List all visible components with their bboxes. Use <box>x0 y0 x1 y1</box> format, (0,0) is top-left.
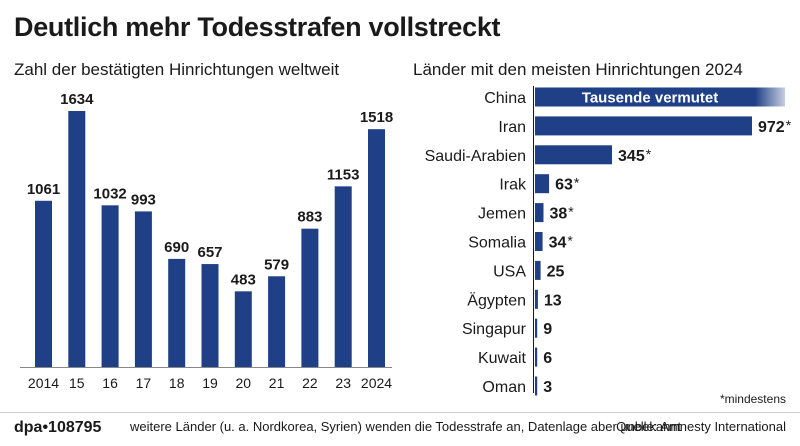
country-label: Oman <box>482 379 526 396</box>
country-label: Saudi-Arabien <box>425 148 526 165</box>
bar-value-label: 483 <box>231 271 256 288</box>
bar-21 <box>268 276 286 367</box>
bar-value-label: 883 <box>297 209 322 226</box>
bar-Kuwait <box>535 347 538 367</box>
minimum-asterisk: * <box>574 175 580 191</box>
bar-value-label: 690 <box>164 239 189 256</box>
footnote: *mindestens <box>719 392 786 406</box>
country-label: Kuwait <box>478 350 527 367</box>
bar-value-label: 579 <box>264 256 289 273</box>
x-tick-label: 22 <box>302 375 318 391</box>
bar-value-label: 1634 <box>60 91 94 108</box>
bar-value-label: 63 <box>555 177 573 194</box>
bar-Irak <box>535 174 550 194</box>
bar-value-label: 345 <box>618 148 645 165</box>
bar-value-label: 9 <box>543 321 552 338</box>
x-tick-label: 23 <box>335 375 351 391</box>
x-tick-label: 17 <box>136 375 152 391</box>
bar-value-label: 972 <box>758 119 785 136</box>
x-tick-label: 18 <box>169 375 185 391</box>
bar-Singapur <box>535 318 538 338</box>
x-tick-label: 21 <box>269 375 285 391</box>
bar-USA <box>535 260 541 280</box>
bar-value-label: 25 <box>547 263 565 280</box>
bar-Somalia <box>535 232 543 251</box>
country-label: Singapur <box>462 321 527 338</box>
bar-Iran <box>535 116 752 136</box>
country-label: Somalia <box>468 235 526 252</box>
country-label: USA <box>493 263 526 280</box>
bar-22 <box>301 228 319 367</box>
bar-value-label: 6 <box>543 350 552 367</box>
bar-value-label: 38 <box>549 206 567 223</box>
bar-Saudi-Arabien <box>535 145 613 165</box>
x-tick-label: 20 <box>236 375 252 391</box>
minimum-asterisk: * <box>786 117 792 133</box>
x-tick-label: 15 <box>69 375 85 391</box>
bar-17 <box>134 211 152 367</box>
minimum-asterisk: * <box>568 204 574 220</box>
bar-Jemen <box>535 203 544 223</box>
bar-value-label: 1518 <box>360 109 393 126</box>
bar-2024 <box>368 129 385 367</box>
bar-value-label: 1032 <box>93 185 126 202</box>
country-label: Ägypten <box>467 291 526 309</box>
bar-23 <box>334 186 352 367</box>
x-tick-label: 16 <box>102 375 118 391</box>
footer: dpa•108795 weitere Länder (u. a. Nordkor… <box>0 412 800 446</box>
x-tick-label: 2014 <box>28 375 59 391</box>
bar-Ägypten <box>535 289 538 309</box>
x-tick-label: 19 <box>202 375 218 391</box>
bar-15 <box>68 111 86 367</box>
x-tick-label: 2024 <box>361 375 392 391</box>
bar-value-label: 34 <box>549 235 567 252</box>
bar-value-label: 993 <box>131 191 156 208</box>
minimum-asterisk: * <box>567 233 573 249</box>
bar-19 <box>201 264 219 367</box>
bar-value-label: 657 <box>197 244 222 261</box>
right-chart-subtitle: Länder mit den meisten Hinrichtungen 202… <box>413 60 743 79</box>
bar-value-label: 1153 <box>327 166 360 183</box>
country-label: China <box>484 90 526 107</box>
country-label: Jemen <box>478 206 526 223</box>
graphic-id: dpa•108795 <box>14 419 102 436</box>
left-chart-subtitle: Zahl der bestätigten Hinrichtungen weltw… <box>14 60 340 79</box>
bar-value-label: 1061 <box>27 181 60 198</box>
source-credit: Quelle: Amnesty International <box>616 419 786 434</box>
bar-value-label: 13 <box>544 292 562 309</box>
bar-2014 <box>35 200 52 367</box>
bar-value-label: 3 <box>543 379 552 396</box>
bar-value-label: Tausende vermutet <box>582 90 718 107</box>
country-label: Irak <box>499 177 527 194</box>
footer-note: weitere Länder (u. a. Nordkorea, Syrien)… <box>130 419 682 434</box>
chart-title: Deutlich mehr Todesstrafen vollstreckt <box>14 12 501 42</box>
bar-Oman <box>535 376 538 396</box>
country-label: Iran <box>498 119 526 136</box>
minimum-asterisk: * <box>646 146 652 162</box>
bar-18 <box>168 258 186 367</box>
bar-20 <box>234 291 252 367</box>
bar-China <box>535 87 785 107</box>
bar-16 <box>101 205 119 367</box>
